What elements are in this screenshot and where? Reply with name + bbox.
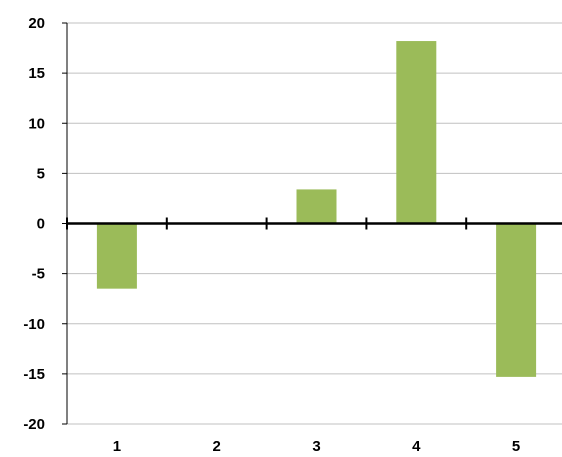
x-tick-label: 3 (312, 438, 320, 455)
y-tick-label: 5 (37, 165, 45, 182)
y-tick-label: -5 (32, 266, 45, 283)
bar-5 (496, 223, 537, 377)
bars (96, 41, 537, 377)
y-tick-label: 20 (28, 15, 45, 32)
gridlines (67, 22, 562, 425)
y-tick-label: -20 (23, 416, 45, 433)
y-tick-label: 15 (28, 65, 45, 82)
axes (62, 22, 562, 425)
x-tick-label: 1 (113, 438, 121, 455)
y-tick-label: 10 (28, 115, 45, 132)
x-tick-label: 2 (213, 438, 221, 455)
y-tick-label: 0 (37, 216, 45, 233)
bar-3 (296, 189, 337, 224)
x-tick-label: 4 (412, 438, 421, 455)
bar-1 (96, 223, 137, 289)
bar-4 (396, 41, 437, 224)
y-tick-label: -15 (23, 366, 45, 383)
y-tick-label: -10 (23, 316, 45, 333)
x-tick-label: 5 (512, 438, 520, 455)
tick-labels: 20 15 10 5 0 -5 -10 -15 -20 1 2 3 4 5 (23, 15, 520, 455)
